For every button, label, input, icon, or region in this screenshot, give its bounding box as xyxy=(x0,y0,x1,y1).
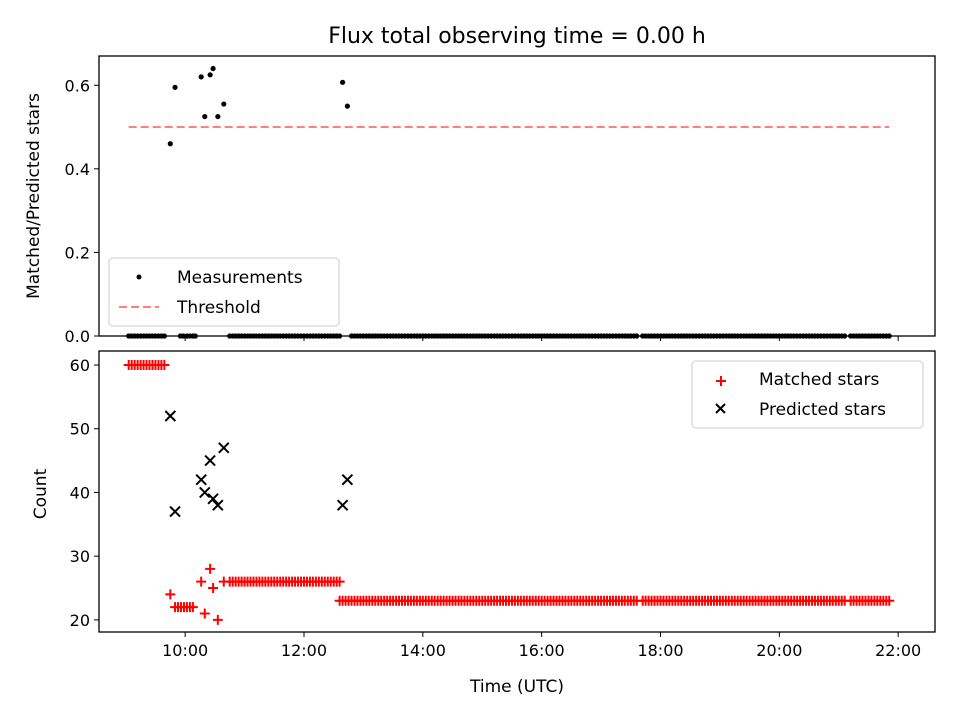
bottom-plot-area xyxy=(123,360,895,625)
matched-star-point xyxy=(159,360,170,371)
top-y-axis: 0.0 0.2 0.4 0.6 xyxy=(65,76,99,346)
predicted-star-point xyxy=(212,499,224,511)
bottom-y-axis: 20 30 40 50 60 xyxy=(70,356,99,630)
predicted-star-point xyxy=(207,493,219,505)
predicted-star-point xyxy=(199,486,211,499)
matched-star-point xyxy=(205,563,216,574)
bottom-x-axis-label: Time (UTC) xyxy=(469,677,564,697)
measurement-point xyxy=(167,141,173,147)
bottom-y-tick-label: 30 xyxy=(70,547,90,566)
bottom-y-tick-label: 50 xyxy=(70,420,90,439)
predicted-star-point xyxy=(336,499,349,511)
bottom-panel: 20 30 40 50 60 10:00 12:00 14:00 16:00 18:00 20:0… xyxy=(31,350,936,697)
bottom-x-tick-label: 20:00 xyxy=(756,641,802,660)
bottom-x-axis: 10:00 12:00 14:00 16:00 18:00 20:00 22:00 xyxy=(162,632,921,660)
measurement-point xyxy=(215,113,221,120)
bottom-axes-frame xyxy=(98,350,936,633)
matched-star-point xyxy=(212,614,223,625)
predicted-star-point xyxy=(218,442,230,454)
matched-star-point xyxy=(196,576,207,587)
bottom-x-tick-label: 18:00 xyxy=(637,641,683,660)
top-axes-frame xyxy=(98,55,936,337)
bottom-x-tick-label: 14:00 xyxy=(400,641,446,660)
legend-matched-label: Matched stars xyxy=(759,370,879,390)
top-y-tick-label: 0.6 xyxy=(65,76,90,95)
matched-star-point xyxy=(218,576,229,587)
top-y-axis-label: Matched/Predicted stars xyxy=(24,93,44,299)
predicted-star-point xyxy=(169,505,181,518)
legend-threshold-label: Threshold xyxy=(176,298,261,318)
top-legend-box xyxy=(108,257,340,327)
top-y-tick-label: 0.4 xyxy=(65,160,90,179)
bottom-x-tick-label: 12:00 xyxy=(281,641,327,660)
legend-measurements-label: Measurements xyxy=(177,268,303,288)
legend-predicted-label: Predicted stars xyxy=(759,400,886,420)
legend-matched-marker xyxy=(716,376,726,386)
predicted-star-point xyxy=(164,410,177,422)
top-y-tick-label: 0.0 xyxy=(65,327,90,346)
bottom-x-tick-label: 10:00 xyxy=(162,641,208,660)
measurement-point xyxy=(340,79,346,85)
bottom-y-axis-label: Count xyxy=(31,468,51,519)
matched-star-point xyxy=(165,589,176,600)
measurement-point xyxy=(172,84,178,90)
bottom-y-tick-label: 60 xyxy=(70,356,90,375)
figure-title: Flux total observing time = 0.00 h xyxy=(328,24,706,49)
measurement-point xyxy=(202,113,208,120)
bottom-x-tick-label: 22:00 xyxy=(875,641,921,660)
top-panel: 0.0 0.2 0.4 0.6 Matched/Predicted stars Mea… xyxy=(24,55,936,346)
matched-star-point xyxy=(334,576,345,587)
measurement-point xyxy=(221,101,227,107)
top-plot-area xyxy=(126,65,892,339)
measurement-point xyxy=(207,72,213,78)
predicted-star-point xyxy=(204,454,216,467)
top-y-tick-label: 0.2 xyxy=(65,243,90,262)
measurement-point xyxy=(198,74,204,80)
matched-star-point xyxy=(884,595,895,606)
bottom-legend: Matched stars Predicted stars xyxy=(691,360,924,429)
bottom-legend-box xyxy=(691,360,924,429)
top-x-axis xyxy=(184,336,899,341)
measurement-point xyxy=(344,103,350,109)
legend-measurements-marker xyxy=(136,274,142,280)
matched-star-point xyxy=(208,583,219,594)
predicted-star-point xyxy=(341,474,354,486)
bottom-y-tick-label: 20 xyxy=(70,611,90,630)
bottom-y-tick-label: 40 xyxy=(70,483,90,502)
legend-predicted-marker xyxy=(715,403,726,414)
measurement-point xyxy=(210,65,216,72)
top-legend: Measurements Threshold xyxy=(108,257,340,327)
matched-star-point xyxy=(199,608,210,619)
predicted-star-point xyxy=(195,474,207,486)
matched-star-point xyxy=(187,602,198,613)
bottom-x-tick-label: 16:00 xyxy=(519,641,565,660)
